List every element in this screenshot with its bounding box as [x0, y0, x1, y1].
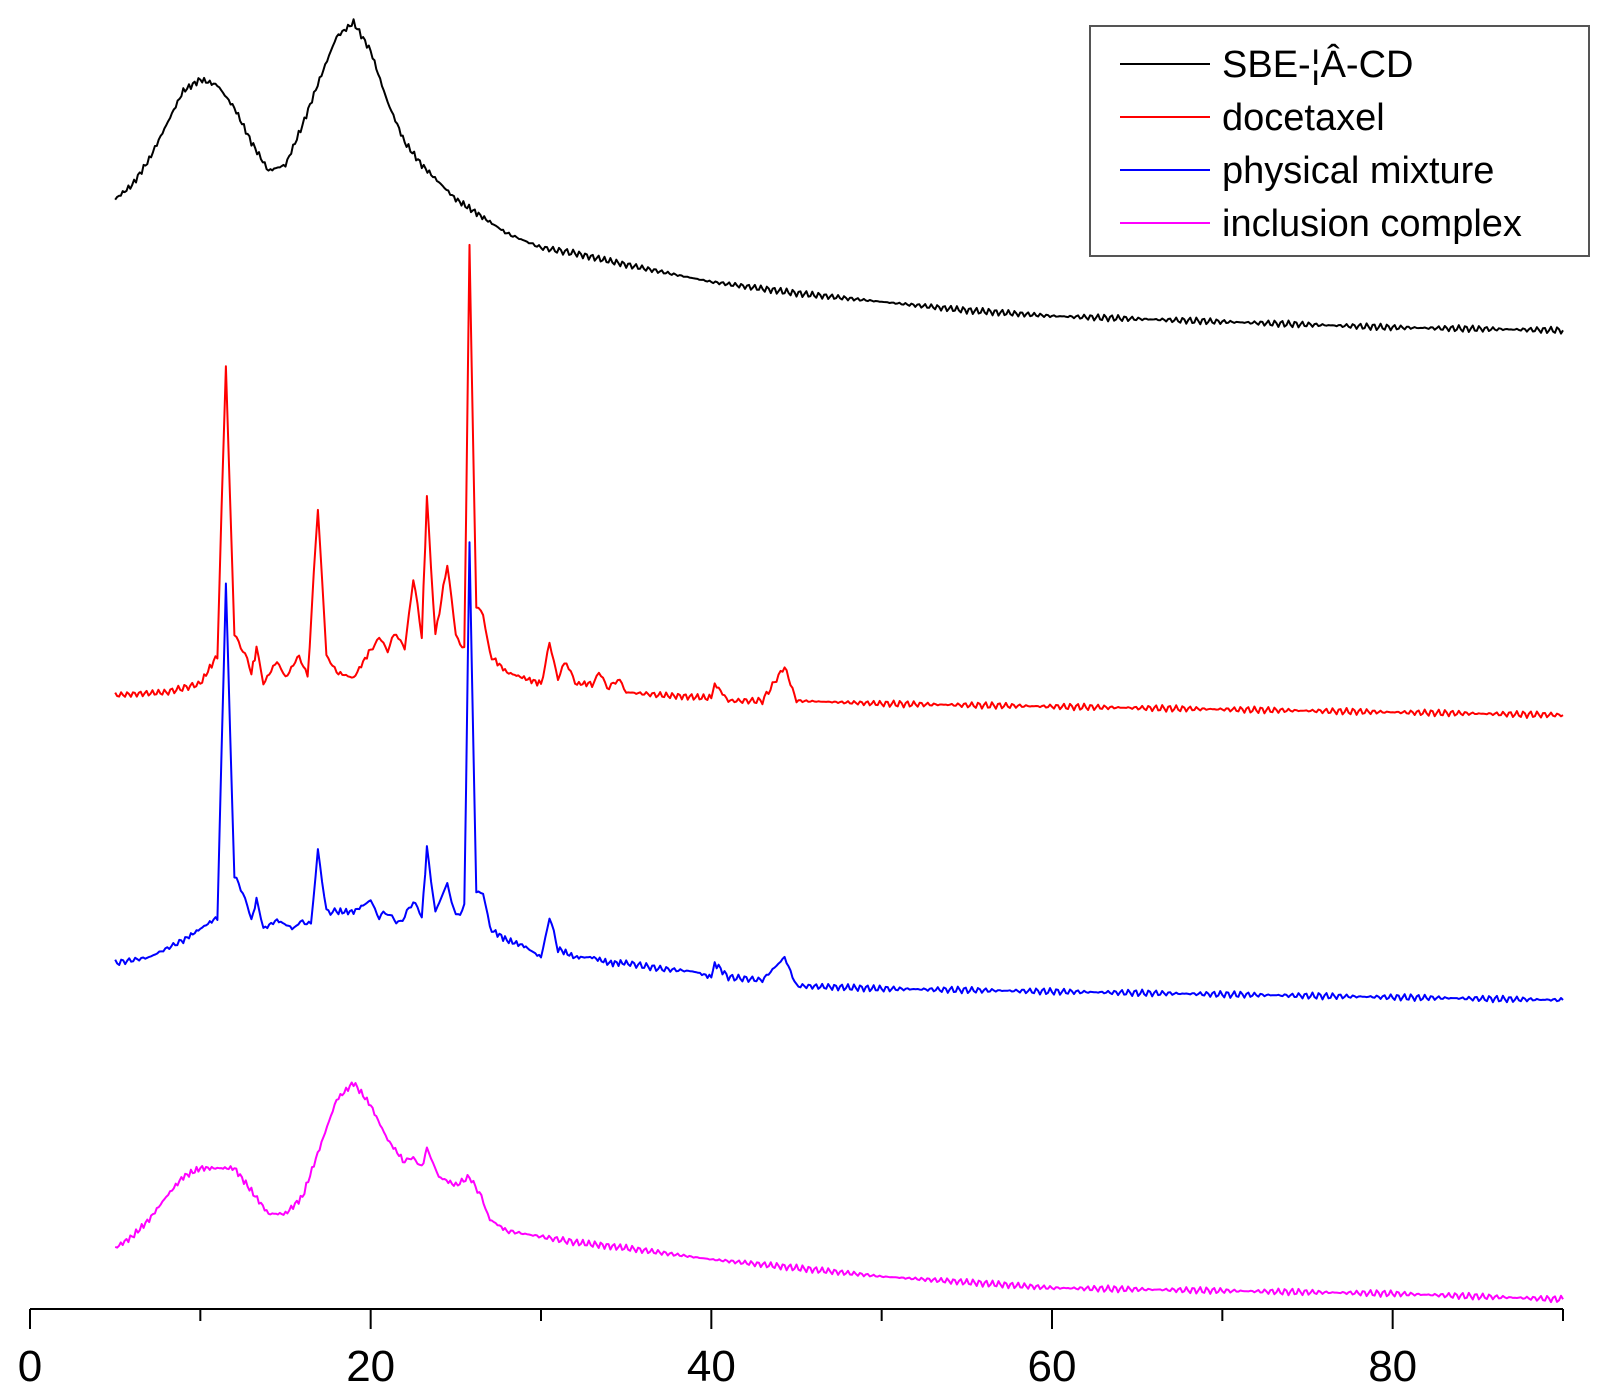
legend-label: SBE-¦Â-CD [1222, 43, 1413, 86]
x-axis: 0 20 40 60 80 [18, 1308, 1564, 1391]
x-tick-label: 0 [18, 1342, 42, 1391]
series-line-inclusion-complex [114, 1081, 1564, 1304]
series-layer [114, 18, 1564, 1304]
x-tick-label: 20 [346, 1342, 395, 1391]
series-line-docetaxel [114, 243, 1564, 719]
legend-label: inclusion complex [1222, 203, 1522, 245]
x-tick-label: 60 [1028, 1342, 1077, 1391]
legend-label: docetaxel [1222, 97, 1385, 139]
series-line-sbe-cd [114, 18, 1564, 335]
legend-label: physical mixture [1222, 150, 1494, 192]
x-tick-label: 80 [1368, 1342, 1417, 1391]
x-tick-label: 40 [687, 1342, 736, 1391]
series-line-physical-mixture [114, 541, 1564, 1004]
legend: SBE-¦Â-CD docetaxel physical mixture inclus… [1089, 25, 1590, 257]
